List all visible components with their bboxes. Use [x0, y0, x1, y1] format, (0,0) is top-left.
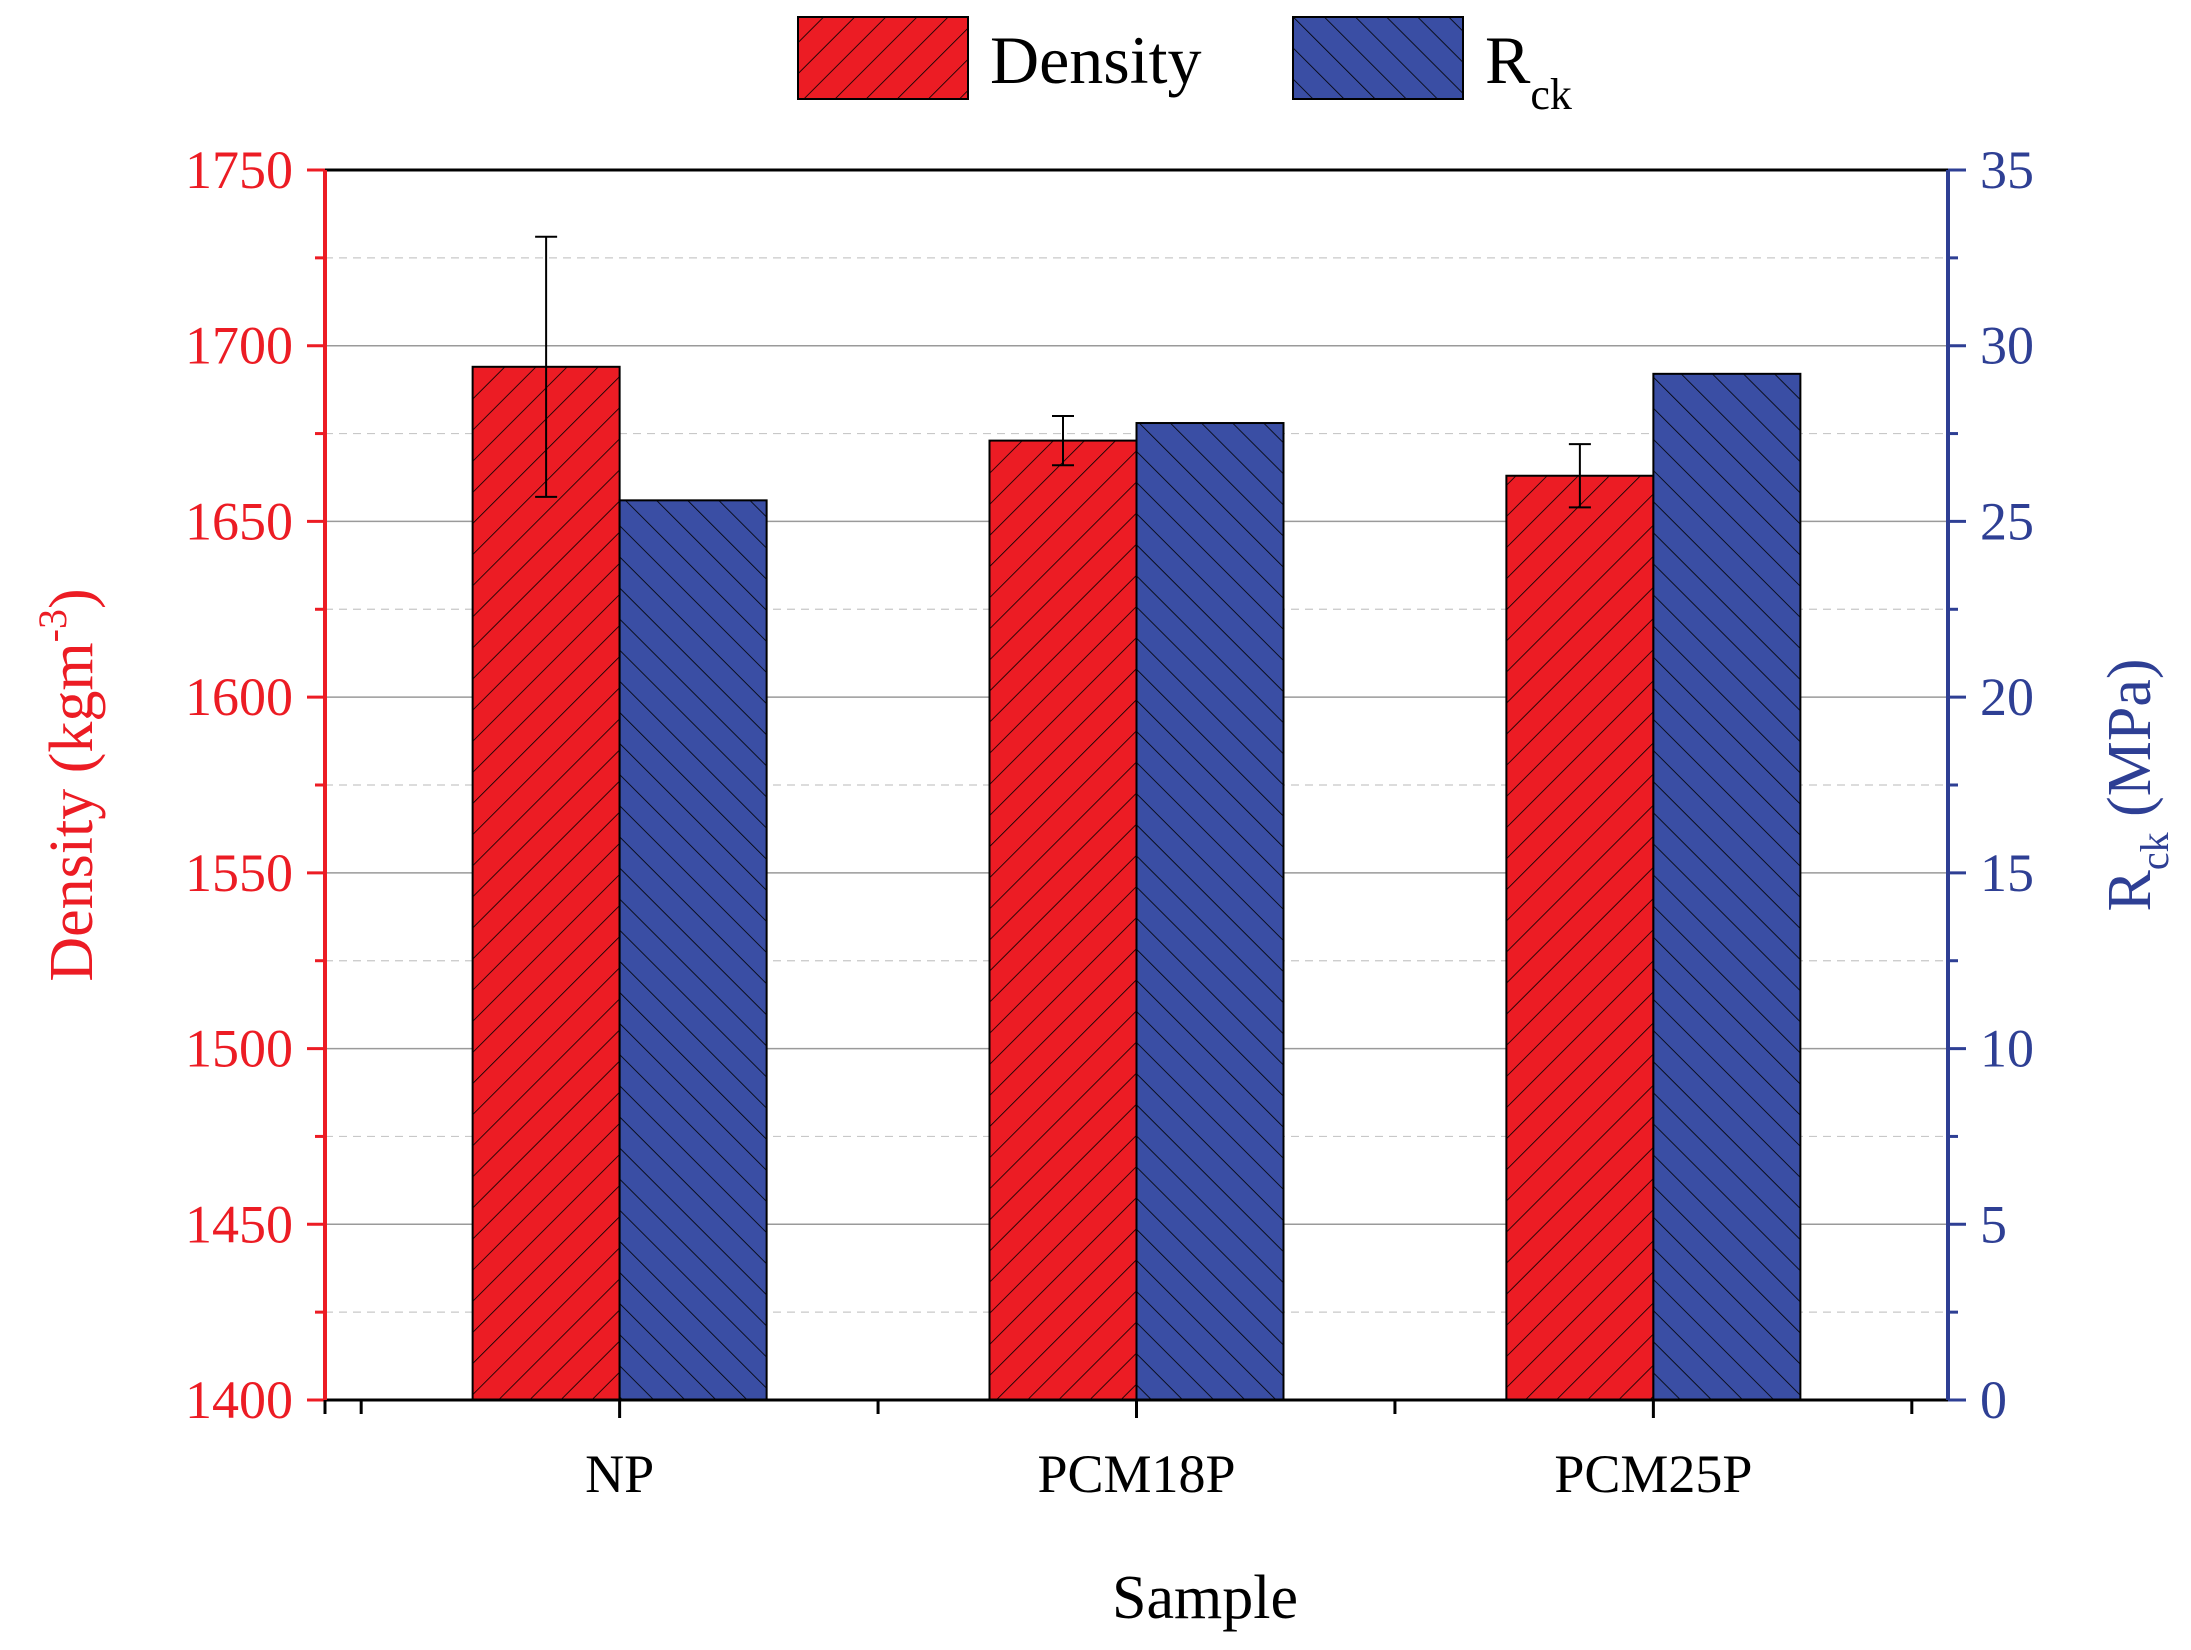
bar-hatch [1652, 372, 1802, 1401]
left-axis-title: Density (kgm-3) [30, 588, 106, 981]
left-tick-label: 1600 [185, 667, 293, 727]
bar-hatch [988, 439, 1138, 1402]
legend-swatch-rck-hatch [1293, 17, 1463, 99]
right-axis-title: Rck (MPa) [2096, 658, 2177, 911]
legend-label-density: Density [990, 22, 1202, 98]
left-tick-label: 1700 [185, 316, 293, 376]
left-tick-label: 1450 [185, 1194, 293, 1254]
legend-label-rck: Rck [1485, 22, 1572, 119]
bars [471, 365, 1802, 1402]
bar-hatch [1505, 474, 1655, 1401]
right-tick-label: 0 [1980, 1370, 2007, 1430]
left-tick-label: 1650 [185, 491, 293, 551]
left-tick-label: 1750 [185, 140, 293, 200]
right-axis-ticks: 0 5 10 15 20 25 30 35 [1948, 140, 2034, 1430]
bar-hatch [618, 499, 768, 1402]
x-tick-label: PCM25P [1554, 1444, 1752, 1504]
right-tick-label: 20 [1980, 667, 2034, 727]
error-bars [535, 235, 1591, 509]
right-tick-label: 10 [1980, 1019, 2034, 1079]
right-tick-label: 5 [1980, 1194, 2007, 1254]
bar-hatch [471, 365, 621, 1401]
legend: Density Rck [797, 16, 1572, 119]
right-tick-label: 30 [1980, 316, 2034, 376]
x-axis-title: Sample [1112, 1564, 1298, 1632]
left-tick-label: 1550 [185, 843, 293, 903]
right-tick-label: 35 [1980, 140, 2034, 200]
left-tick-label: 1400 [185, 1370, 293, 1430]
left-axis-ticks: 1400 1450 1500 1550 1600 1650 1700 1750 [185, 140, 325, 1430]
right-tick-label: 25 [1980, 491, 2034, 551]
legend-swatch-density-hatch [798, 17, 968, 99]
left-tick-label: 1500 [185, 1019, 293, 1079]
x-tick-label: PCM18P [1037, 1444, 1235, 1504]
bar-hatch [1135, 422, 1285, 1401]
x-axis-ticks: NP PCM18P PCM25P [323, 1400, 1914, 1504]
right-tick-label: 15 [1980, 843, 2034, 903]
x-tick-label: NP [585, 1444, 654, 1504]
